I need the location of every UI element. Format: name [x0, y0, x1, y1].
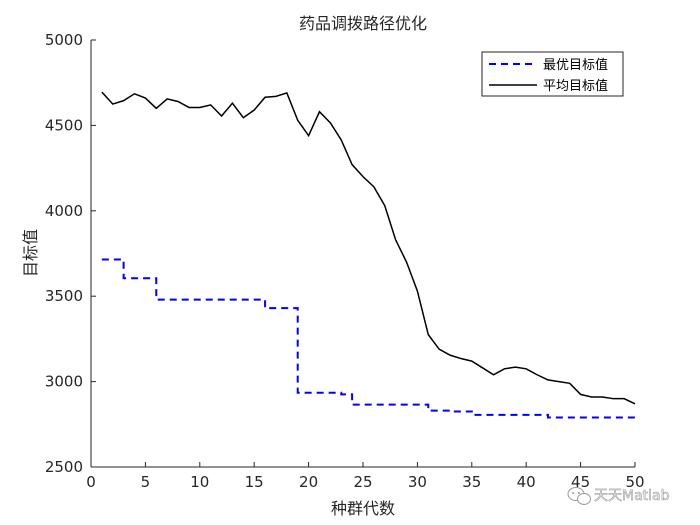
x-tick-label: 20 [299, 473, 318, 491]
x-axis-title: 种群代数 [331, 499, 395, 518]
x-tick-label: 0 [86, 473, 96, 491]
series-line-best [101, 258, 635, 419]
plot-area [91, 40, 635, 467]
y-tick-label: 4000 [45, 202, 83, 220]
x-axis-ticks: 0 5 10 15 20 25 30 35 40 45 50 [86, 462, 645, 491]
legend-box [481, 51, 624, 97]
y-tick-label: 4500 [45, 116, 83, 134]
watermark: 天天Matlab [567, 487, 670, 505]
series-layer [101, 91, 636, 419]
y-axis-title: 目标值 [21, 229, 40, 277]
x-tick-label: 50 [625, 473, 644, 491]
legend: 最优目标值 平均目标值 [481, 51, 624, 97]
x-tick-label: 40 [517, 473, 536, 491]
legend-label-average: 平均目标值 [543, 78, 608, 94]
watermark-text: 天天Matlab [594, 488, 670, 504]
y-tick-label: 3000 [45, 373, 83, 391]
series-line-average [101, 91, 636, 405]
x-tick-label: 30 [408, 473, 427, 491]
x-tick-label: 25 [353, 473, 372, 491]
y-tick-label: 3500 [45, 287, 83, 305]
x-tick-label: 10 [190, 473, 209, 491]
y-axis-ticks: 2500 3000 3500 4000 4500 5000 [45, 31, 96, 476]
x-tick-label: 15 [245, 473, 264, 491]
y-tick-label: 5000 [45, 31, 83, 49]
x-tick-label: 5 [141, 473, 151, 491]
y-tick-label: 2500 [45, 458, 83, 476]
x-tick-label: 45 [571, 473, 590, 491]
chart-title: 药品调拨路径优化 [299, 14, 427, 33]
legend-label-best: 最优目标值 [543, 57, 608, 73]
x-tick-label: 35 [462, 473, 481, 491]
wechat-icon [567, 487, 591, 505]
